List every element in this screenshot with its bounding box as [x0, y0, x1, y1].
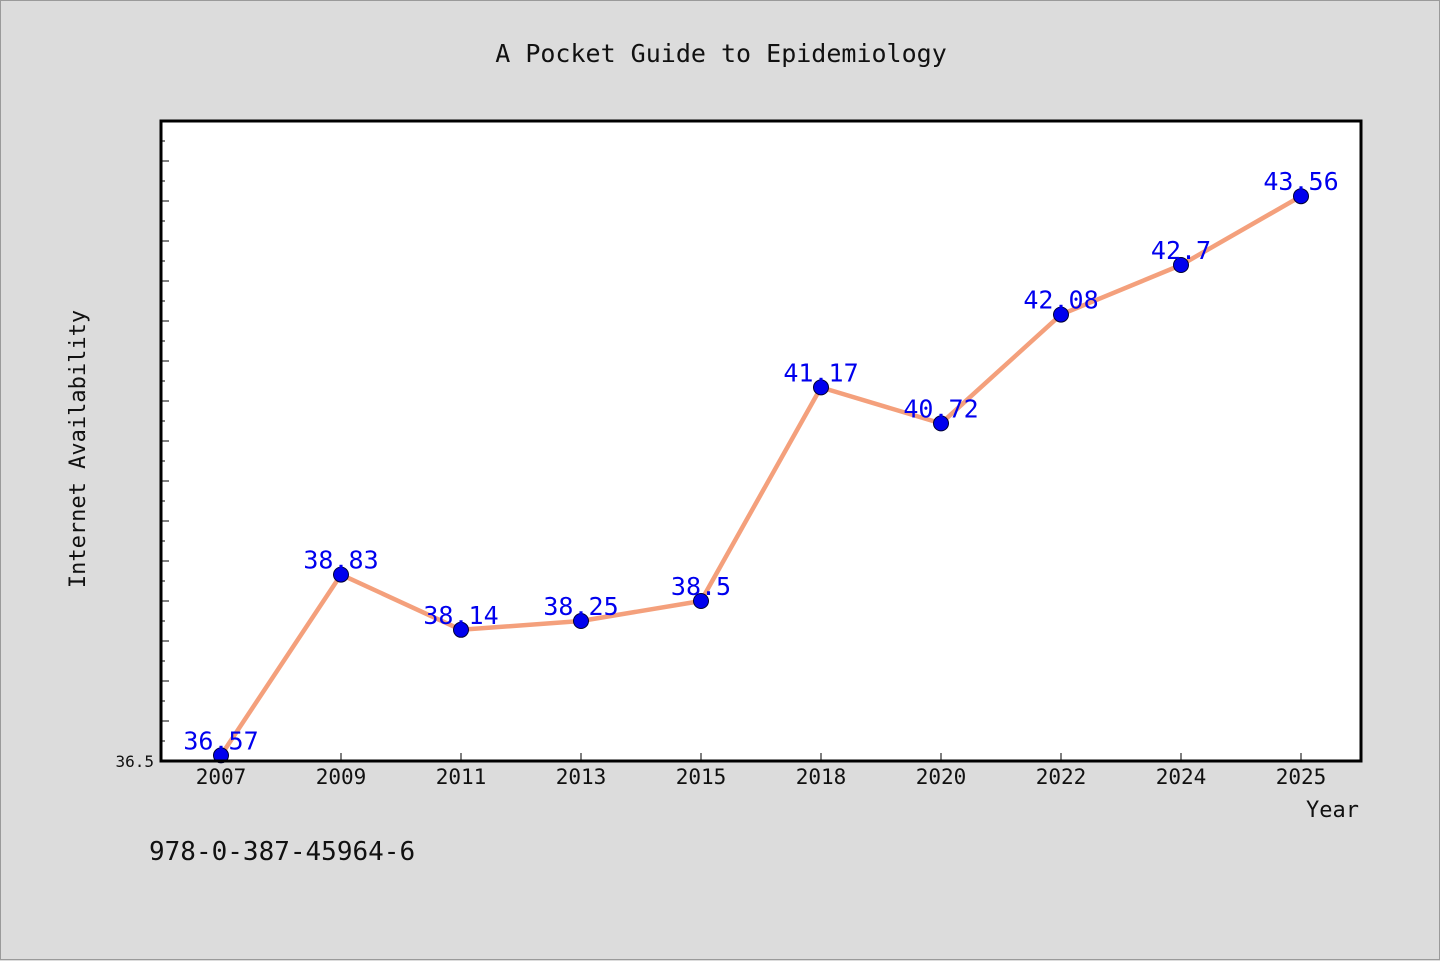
- x-tick-label: 2020: [916, 765, 967, 789]
- data-point: [573, 613, 589, 629]
- data-point: [453, 621, 469, 638]
- data-point: [213, 747, 229, 764]
- x-tick-label: 2011: [436, 765, 487, 789]
- data-markers: [213, 188, 1309, 764]
- plot-frame: [159, 119, 1363, 763]
- data-point: [1173, 257, 1189, 273]
- data-labels: 36.57 38.83 38.14 38.25 38.5 41.17 40.72 42.08 4…: [183, 167, 1338, 755]
- x-tick-label: 2018: [796, 765, 847, 789]
- data-label: 42.08: [1023, 286, 1098, 315]
- plot-area: [161, 121, 1361, 761]
- data-point: [1293, 188, 1309, 205]
- x-axis-label: Year: [1306, 798, 1359, 823]
- x-tick-label: 2015: [676, 765, 727, 789]
- data-label: 38.5: [671, 572, 731, 601]
- data-label: 38.25: [543, 592, 618, 621]
- data-point: [333, 566, 349, 583]
- x-tick-label: 2025: [1276, 765, 1327, 789]
- x-tick-label: 2007: [196, 765, 247, 789]
- data-point: [693, 593, 709, 609]
- data-label: 38.14: [423, 601, 498, 630]
- data-label: 38.83: [303, 546, 378, 575]
- data-label: 43.56: [1263, 167, 1338, 196]
- x-tick-label: 2022: [1036, 765, 1087, 789]
- data-point: [813, 379, 829, 396]
- isbn-label: 978-0-387-45964-6: [149, 837, 416, 867]
- x-tick-label: 2009: [316, 765, 367, 789]
- series-line: [218, 193, 1304, 758]
- y-axis-label: Internet Availability: [66, 310, 91, 588]
- data-label: 36.57: [183, 726, 258, 755]
- x-tick-label: 2013: [556, 765, 607, 789]
- data-label: 40.72: [903, 394, 978, 423]
- data-point: [1053, 306, 1069, 323]
- y-tick-label-36-5: 36.5: [115, 752, 154, 771]
- data-label: 42.7: [1151, 236, 1211, 265]
- x-axis-tick-labels: 2007 2009 2011 2013 2015 2018 2020 2022 2024 2025: [196, 765, 1327, 789]
- data-label: 41.17: [783, 358, 858, 387]
- chart-title: A Pocket Guide to Epidemiology: [495, 39, 947, 68]
- x-tick-label: 2024: [1156, 765, 1207, 789]
- data-point: [933, 415, 949, 432]
